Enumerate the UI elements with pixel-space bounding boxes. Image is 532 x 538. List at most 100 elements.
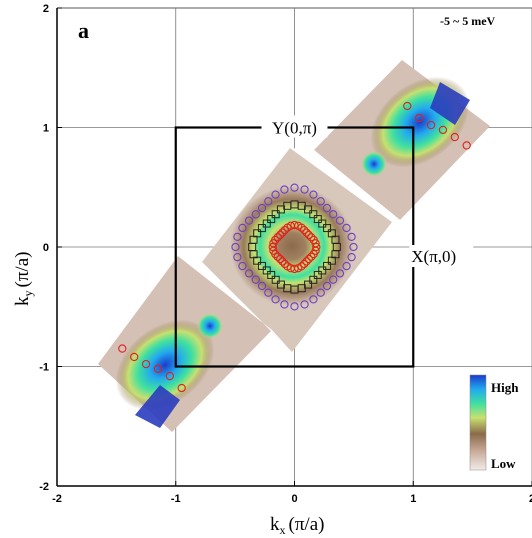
colorbar-high-label: High bbox=[491, 380, 519, 395]
marker-square bbox=[253, 256, 262, 265]
marker-square bbox=[276, 205, 285, 214]
y-tick-label: -1 bbox=[39, 362, 49, 374]
marker-square bbox=[271, 210, 280, 219]
marker-circle bbox=[304, 230, 313, 240]
intensity-map bbox=[98, 60, 490, 432]
point-label-bg bbox=[409, 245, 474, 267]
marker-circle bbox=[322, 203, 332, 213]
marker-square bbox=[309, 275, 318, 284]
marker-circle bbox=[329, 210, 338, 219]
marker-square bbox=[331, 250, 340, 259]
marker-circle bbox=[244, 269, 254, 278]
marker-circle bbox=[311, 246, 320, 255]
marker-circle bbox=[280, 185, 289, 194]
panel-label: a bbox=[78, 18, 89, 43]
marker-circle bbox=[283, 223, 292, 232]
high-symmetry-point-labels: Y(0,π) X(π,0) bbox=[261, 115, 474, 267]
x-tick-label: 0 bbox=[291, 493, 297, 505]
intensity-spot-lower-left bbox=[197, 313, 223, 339]
marker-square bbox=[323, 261, 332, 270]
intensity-spot-upper-right bbox=[361, 151, 387, 177]
marker-circle bbox=[290, 264, 299, 274]
y-axis-label: ky(π/a) bbox=[12, 252, 35, 306]
marker-circle bbox=[271, 249, 280, 259]
marker-circle bbox=[251, 275, 260, 284]
x-tick-label: 1 bbox=[410, 493, 416, 505]
y-tick-label: 0 bbox=[43, 242, 49, 254]
marker-square bbox=[313, 270, 322, 279]
marker-circle bbox=[309, 295, 318, 304]
intensity-edge-lower-left bbox=[135, 385, 180, 428]
marker-circle bbox=[322, 281, 332, 291]
marker-square bbox=[267, 270, 276, 279]
marker-circle bbox=[312, 242, 321, 252]
marker-circle bbox=[177, 383, 186, 393]
marker-square bbox=[257, 261, 266, 270]
marker-circle bbox=[238, 261, 247, 271]
marker-square bbox=[313, 215, 322, 224]
intensity-blob-lower-left bbox=[115, 319, 215, 411]
point-label-Y: Y(0,π) bbox=[272, 119, 317, 138]
marker-circle bbox=[130, 352, 139, 362]
marker-square bbox=[257, 224, 266, 233]
marker-circle bbox=[257, 281, 267, 291]
marker-circle bbox=[316, 197, 325, 206]
marker-circle bbox=[342, 223, 351, 233]
marker-circle bbox=[278, 228, 287, 237]
marker-circle bbox=[462, 141, 471, 150]
intensity-edge-upper-right bbox=[430, 82, 470, 125]
y-tick-labels: -2 -1 0 1 2 bbox=[39, 3, 62, 493]
marker-circle bbox=[233, 232, 242, 242]
marker-circle bbox=[141, 359, 151, 369]
marker-circle bbox=[290, 220, 299, 230]
marker-circle bbox=[450, 132, 459, 142]
marker-square bbox=[267, 215, 276, 224]
marker-circle bbox=[347, 232, 356, 242]
marker-circle bbox=[300, 225, 309, 235]
marker-circle bbox=[251, 210, 260, 219]
marker-circle bbox=[280, 300, 289, 309]
intensity-blob-center bbox=[230, 186, 354, 306]
marker-square bbox=[327, 229, 336, 238]
marker-circle bbox=[273, 233, 282, 242]
y-tick-label: 1 bbox=[43, 123, 49, 135]
y-tick-label: -2 bbox=[39, 481, 49, 493]
marker-circle bbox=[231, 242, 240, 252]
marker-circle bbox=[342, 261, 351, 271]
marker-square bbox=[262, 219, 271, 228]
marker-circle bbox=[415, 113, 424, 123]
marker-circle bbox=[307, 252, 316, 261]
marker-square bbox=[309, 210, 318, 219]
marker-circle bbox=[280, 259, 289, 269]
marker-square bbox=[318, 266, 327, 275]
marker-circle bbox=[290, 183, 299, 192]
marker-circle bbox=[349, 242, 358, 252]
marker-circle bbox=[347, 252, 356, 262]
marker-circle bbox=[302, 257, 311, 266]
marker-circle bbox=[273, 252, 282, 261]
x-tick-label: -1 bbox=[171, 493, 181, 505]
marker-circle bbox=[300, 185, 309, 194]
marker-circle bbox=[271, 295, 280, 304]
marker-circle bbox=[238, 223, 247, 233]
strip-gap bbox=[290, 148, 400, 222]
x-tick-label: -2 bbox=[52, 493, 62, 505]
marker-circle bbox=[233, 252, 242, 262]
marker-circle bbox=[309, 235, 318, 245]
marker-circle bbox=[276, 254, 285, 264]
marker-circle bbox=[290, 302, 299, 311]
marker-circle bbox=[426, 120, 436, 130]
marker-circle bbox=[335, 269, 345, 278]
marker-circle bbox=[244, 216, 254, 225]
x-tick-labels: -2 -1 0 1 2 bbox=[52, 481, 532, 505]
marker-circle bbox=[438, 125, 448, 135]
marker-circle bbox=[271, 190, 280, 199]
marker-circle bbox=[316, 288, 325, 297]
marker-square bbox=[323, 224, 332, 233]
marker-circle bbox=[300, 300, 309, 309]
marker-circle bbox=[264, 288, 273, 297]
point-label-bg bbox=[261, 115, 328, 138]
point-label-X: X(π,0) bbox=[411, 247, 456, 266]
marker-circle bbox=[264, 197, 273, 206]
marker-circle bbox=[309, 190, 318, 199]
